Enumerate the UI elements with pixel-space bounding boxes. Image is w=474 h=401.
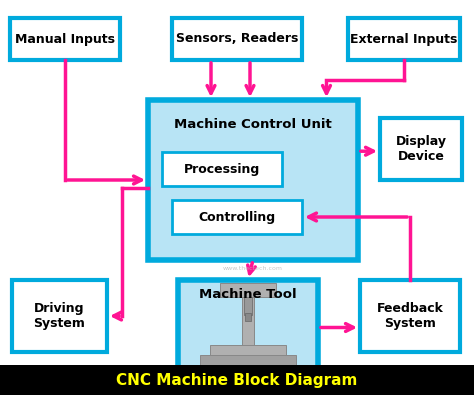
Text: External Inputs: External Inputs: [350, 32, 458, 45]
Bar: [196, 365, 300, 373]
FancyBboxPatch shape: [380, 118, 462, 180]
FancyBboxPatch shape: [148, 100, 358, 260]
Text: CNC Machine Block Diagram: CNC Machine Block Diagram: [116, 373, 358, 387]
Text: Sensors, Readers: Sensors, Readers: [176, 32, 298, 45]
Bar: [220, 283, 276, 297]
Text: www.thectech.com: www.thectech.com: [223, 265, 283, 271]
FancyBboxPatch shape: [12, 280, 107, 352]
Text: Machine Tool: Machine Tool: [199, 288, 297, 300]
Text: Display
Device: Display Device: [395, 135, 447, 163]
FancyBboxPatch shape: [0, 365, 474, 395]
Text: Processing: Processing: [184, 162, 260, 176]
FancyBboxPatch shape: [172, 200, 302, 234]
FancyBboxPatch shape: [348, 18, 460, 60]
FancyBboxPatch shape: [360, 280, 460, 352]
FancyBboxPatch shape: [178, 280, 318, 375]
Text: Driving
System: Driving System: [34, 302, 85, 330]
FancyBboxPatch shape: [162, 152, 282, 186]
Text: Feedback
System: Feedback System: [376, 302, 444, 330]
Text: Manual Inputs: Manual Inputs: [15, 32, 115, 45]
Bar: [244, 297, 252, 315]
FancyBboxPatch shape: [172, 18, 302, 60]
Bar: [245, 313, 251, 321]
Text: Controlling: Controlling: [199, 211, 275, 223]
Bar: [200, 355, 296, 367]
Bar: [210, 345, 286, 357]
Text: Machine Control Unit: Machine Control Unit: [174, 117, 332, 130]
Bar: [242, 293, 254, 348]
FancyBboxPatch shape: [10, 18, 120, 60]
